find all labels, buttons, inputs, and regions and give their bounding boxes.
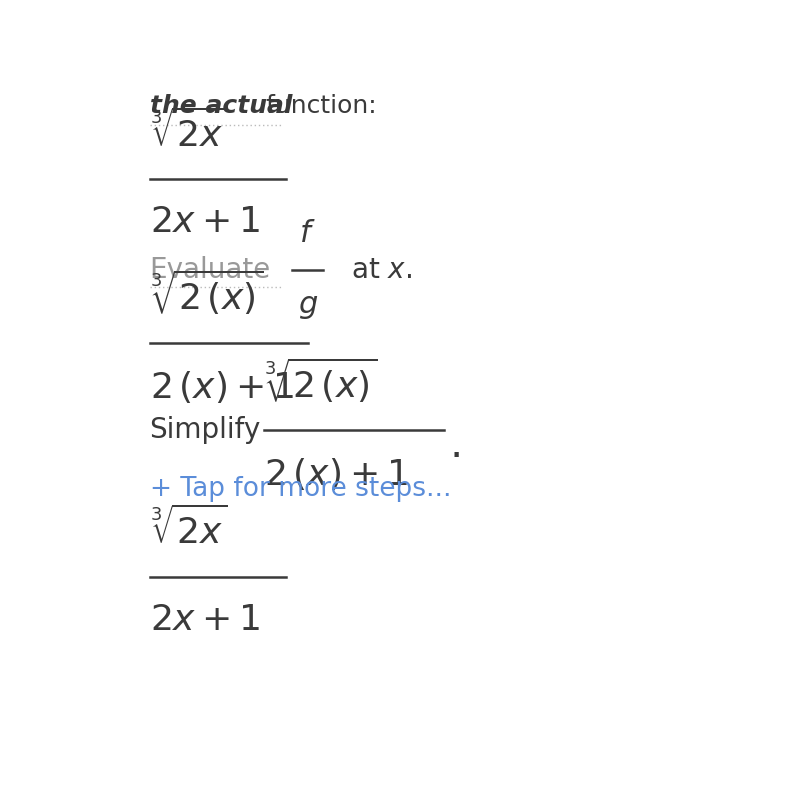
Text: function:: function:	[258, 94, 377, 118]
Text: $2x+1$: $2x+1$	[150, 205, 260, 239]
Text: Simplify: Simplify	[150, 417, 261, 445]
Text: .: .	[449, 424, 462, 465]
Text: at $x$.: at $x$.	[351, 256, 412, 284]
Text: $g$: $g$	[298, 292, 318, 320]
Text: $2\,(x)+1$: $2\,(x)+1$	[150, 368, 294, 405]
Text: $\sqrt[3]{2\,(x)}$: $\sqrt[3]{2\,(x)}$	[264, 355, 378, 405]
Text: the actual: the actual	[150, 94, 292, 118]
Text: $2x+1$: $2x+1$	[150, 603, 260, 637]
Text: $\sqrt[3]{2x}$: $\sqrt[3]{2x}$	[150, 109, 227, 154]
Text: $\sqrt[3]{2\,(x)}$: $\sqrt[3]{2\,(x)}$	[150, 268, 262, 317]
Text: Evaluate: Evaluate	[150, 256, 271, 284]
Text: $\sqrt[3]{2x}$: $\sqrt[3]{2x}$	[150, 507, 227, 551]
Text: $f$: $f$	[299, 219, 316, 248]
Text: + Tap for more steps...: + Tap for more steps...	[150, 476, 451, 502]
Text: $2\,(x)+1$: $2\,(x)+1$	[264, 457, 409, 493]
